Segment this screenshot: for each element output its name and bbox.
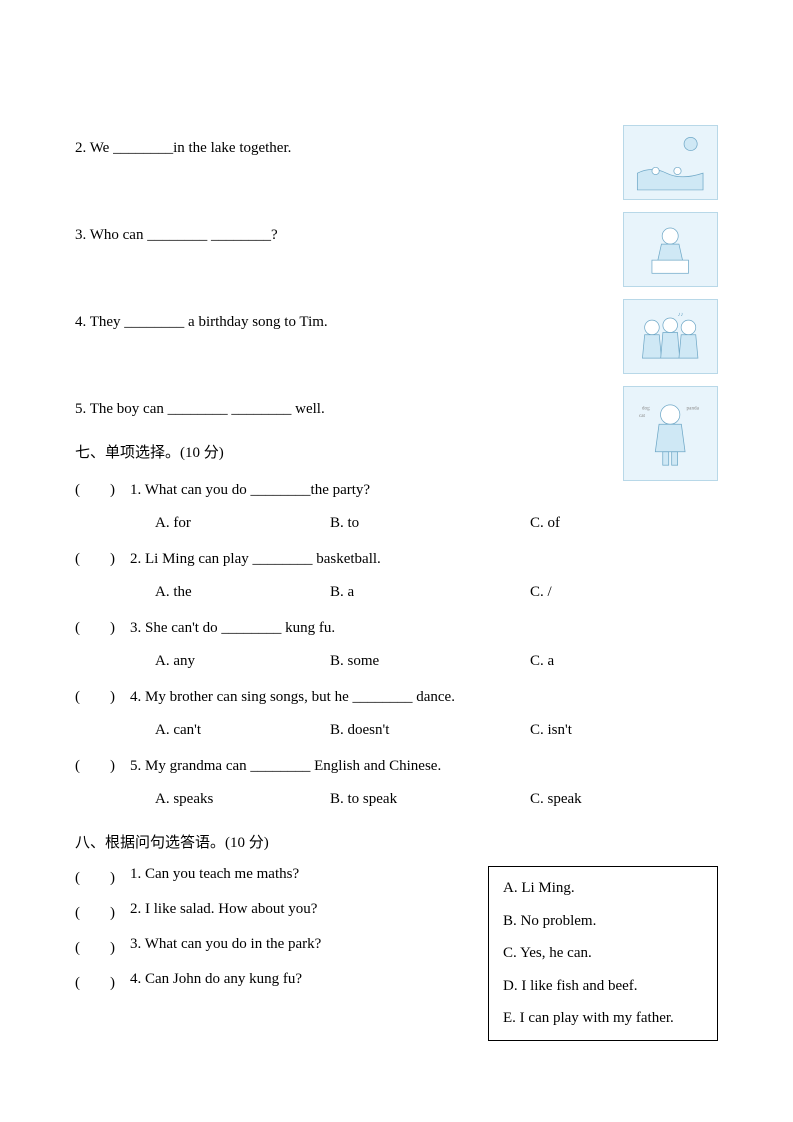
option-c[interactable]: C. a: [530, 647, 718, 676]
answer-choice-a: A. Li Ming.: [503, 877, 703, 900]
option-c[interactable]: C. isn't: [530, 716, 718, 745]
match-question-2: ( ) 2. I like salad. How about you?: [75, 901, 468, 922]
mc-item-3: ( ) 3. She can't do ________ kung fu. A.…: [75, 614, 718, 675]
mc-item-5: ( ) 5. My grandma can ________ English a…: [75, 752, 718, 813]
option-a[interactable]: A. can't: [155, 716, 330, 745]
answer-paren[interactable]: ( ): [75, 866, 130, 887]
svg-text:panda: panda: [687, 406, 700, 412]
section-7-items: ( ) 1. What can you do ________the party…: [75, 476, 718, 813]
speaking-boy-icon: dogcat panda: [623, 386, 718, 481]
match-question-1: ( ) 1. Can you teach me maths?: [75, 866, 468, 887]
option-a[interactable]: A. speaks: [155, 785, 330, 814]
option-c[interactable]: C. of: [530, 509, 718, 538]
svg-text:♪♪: ♪♪: [678, 312, 684, 318]
option-a[interactable]: A. the: [155, 578, 330, 607]
answer-paren[interactable]: ( ): [75, 936, 130, 957]
match-question-text: 1. Can you teach me maths?: [130, 866, 299, 887]
option-b[interactable]: B. doesn't: [330, 716, 530, 745]
answer-choice-b: B. No problem.: [503, 910, 703, 933]
answer-paren[interactable]: ( ): [75, 901, 130, 922]
match-question-text: 4. Can John do any kung fu?: [130, 971, 302, 992]
mc-item-1: ( ) 1. What can you do ________the party…: [75, 476, 718, 537]
option-b[interactable]: B. to: [330, 509, 530, 538]
mc-question-text: 2. Li Ming can play ________ basketball.: [130, 545, 381, 574]
match-question-text: 2. I like salad. How about you?: [130, 901, 317, 922]
mc-question-text: 1. What can you do ________the party?: [130, 476, 370, 505]
match-question-4: ( ) 4. Can John do any kung fu?: [75, 971, 468, 992]
section-8-questions: ( ) 1. Can you teach me maths? ( ) 2. I …: [75, 866, 468, 1006]
answer-choice-stye: E. I can play with my father.: [503, 1007, 703, 1030]
option-c[interactable]: C. /: [530, 578, 718, 607]
answer-paren[interactable]: ( ): [75, 614, 130, 643]
section-8-title: 八、根据问句选答语。(10 分): [75, 831, 718, 852]
illustration-column: ♪♪ dogcat panda: [603, 125, 718, 481]
option-b[interactable]: B. a: [330, 578, 530, 607]
mc-item-2: ( ) 2. Li Ming can play ________ basketb…: [75, 545, 718, 606]
answer-paren[interactable]: ( ): [75, 683, 130, 712]
answer-choice-d: D. I like fish and beef.: [503, 975, 703, 998]
match-question-text: 3. What can you do in the park?: [130, 936, 321, 957]
mc-question-text: 4. My brother can sing songs, but he ___…: [130, 683, 455, 712]
cooking-boy-icon: [623, 212, 718, 287]
answer-paren[interactable]: ( ): [75, 752, 130, 781]
answer-paren[interactable]: ( ): [75, 476, 130, 505]
mc-item-4: ( ) 4. My brother can sing songs, but he…: [75, 683, 718, 744]
option-a[interactable]: A. for: [155, 509, 330, 538]
option-b[interactable]: B. some: [330, 647, 530, 676]
option-c[interactable]: C. speak: [530, 785, 718, 814]
svg-text:cat: cat: [639, 413, 646, 419]
svg-text:dog: dog: [642, 406, 650, 412]
match-question-3: ( ) 3. What can you do in the park?: [75, 936, 468, 957]
option-a[interactable]: A. any: [155, 647, 330, 676]
singing-kids-icon: ♪♪: [623, 299, 718, 374]
fill-in-blank-section: ♪♪ dogcatpanda 2. We ________in the lake…: [75, 135, 718, 423]
mc-question-text: 5. My grandma can ________ English and C…: [130, 752, 441, 781]
answer-paren[interactable]: ( ): [75, 545, 130, 574]
answer-choice-c: C. Yes, he can.: [503, 942, 703, 965]
answer-choices-box: A. Li Ming. B. No problem. C. Yes, he ca…: [488, 866, 718, 1041]
swimming-lake-icon: [623, 125, 718, 200]
answer-paren[interactable]: ( ): [75, 971, 130, 992]
option-b[interactable]: B. to speak: [330, 785, 530, 814]
section-8-content: ( ) 1. Can you teach me maths? ( ) 2. I …: [75, 866, 718, 1041]
mc-question-text: 3. She can't do ________ kung fu.: [130, 614, 335, 643]
